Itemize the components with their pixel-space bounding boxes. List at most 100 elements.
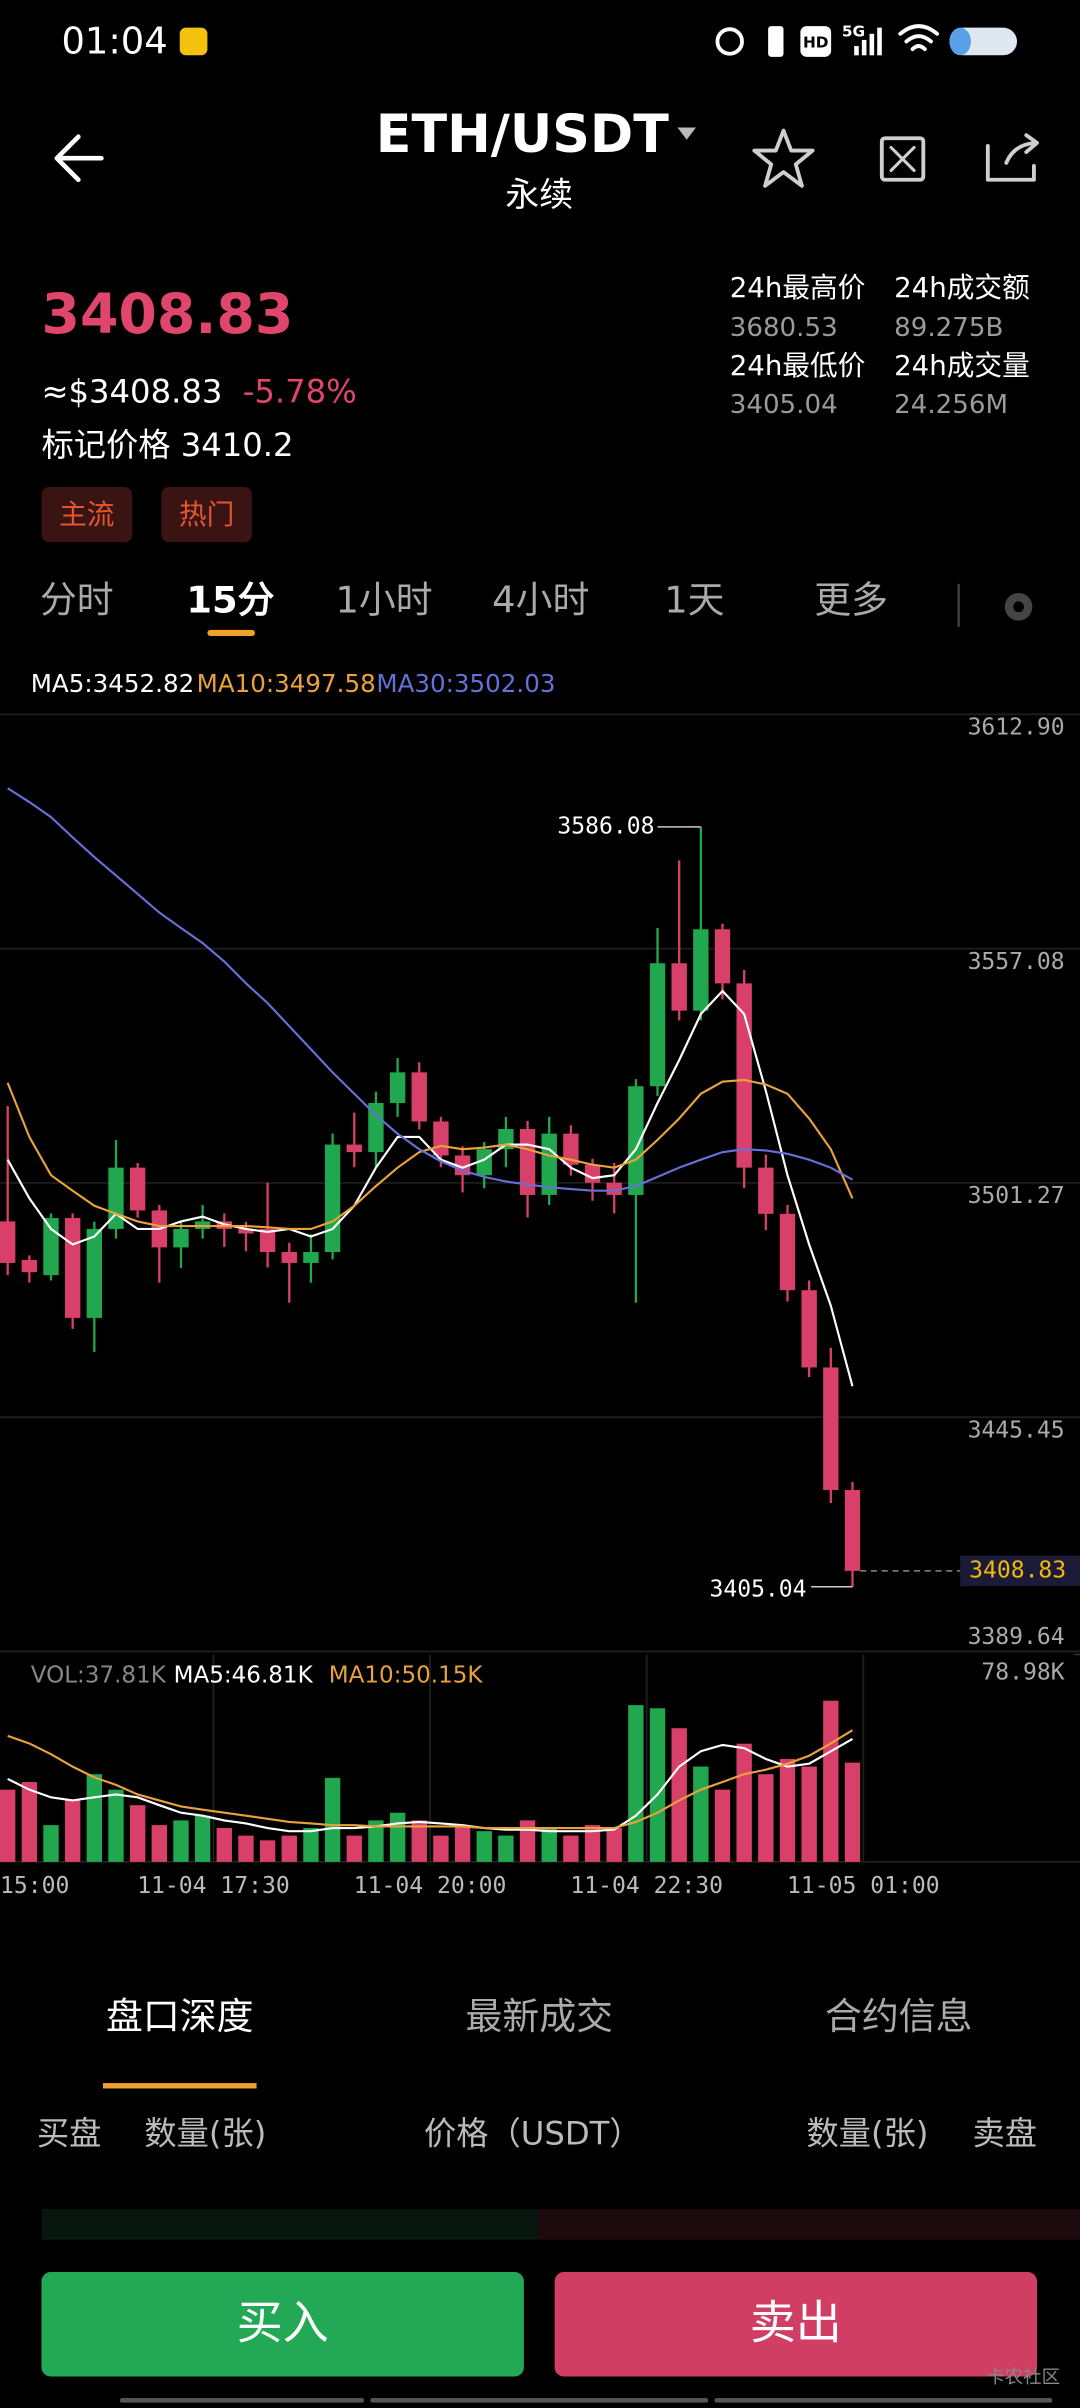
volume-bar [346, 1835, 362, 1862]
volume-bar [801, 1766, 817, 1862]
candle-body [801, 1290, 817, 1368]
volume-bar [671, 1728, 687, 1862]
legend-entry: MA5:46.81K [174, 1662, 314, 1688]
candle-body [411, 1072, 427, 1122]
volume-bar [108, 1789, 124, 1862]
y-tick-label: 3612.90 [968, 715, 1065, 741]
volume-bar [21, 1782, 38, 1862]
candle-body [281, 1252, 297, 1263]
sell-label[interactable]: 卖出 [750, 2295, 842, 2349]
volume-bar [454, 1825, 471, 1862]
volume-bar [693, 1766, 709, 1862]
buy-button[interactable] [41, 2272, 524, 2377]
fullscreen-button[interactable] [879, 136, 926, 182]
volume-bar [649, 1708, 666, 1862]
interval-tab[interactable]: 更多 [814, 579, 888, 622]
volume-bar [194, 1815, 211, 1862]
interval-tab[interactable]: 1天 [664, 579, 724, 622]
volume-bar [173, 1820, 189, 1862]
orderbook-header: 卖盘 [972, 2114, 1037, 2152]
stat-label: 24h最低价 [730, 349, 866, 382]
ma-line [6, 1078, 854, 1231]
pair-dropdown[interactable] [677, 127, 696, 140]
volume-bar [64, 1800, 81, 1862]
volume-ma-line [7, 1729, 854, 1830]
favorite-button[interactable] [752, 128, 815, 188]
last-price-label: 3408.83 [969, 1557, 1066, 1583]
share-button[interactable] [985, 133, 1039, 182]
volume-bar [779, 1758, 796, 1862]
ma-line [7, 787, 853, 1192]
bottom-tab-active[interactable]: 盘口深度 [106, 1995, 253, 2038]
contract-type: 永续 [505, 175, 573, 214]
stat-value: 89.275B [894, 313, 1003, 343]
depth-bar-ask [537, 2209, 1080, 2240]
stat-label: 24h最高价 [730, 271, 866, 304]
interval-tab-active[interactable]: 15分 [186, 579, 274, 622]
notification-icon [179, 27, 208, 56]
interval-tab[interactable]: 1小时 [335, 579, 432, 622]
volume-bar [541, 1828, 557, 1862]
x-tick-label: 11-04 17:30 [137, 1873, 290, 1899]
pair-title[interactable]: ETH/USDT [376, 105, 669, 165]
candle-body [584, 1164, 601, 1183]
volume-bar [736, 1743, 752, 1862]
candle-body [86, 1228, 103, 1318]
volume-bar [324, 1777, 341, 1862]
hd-label: HD [803, 34, 829, 52]
candle-body [43, 1218, 59, 1276]
candle-body [649, 963, 666, 1087]
wifi-icon [898, 24, 940, 52]
orderbook-header: 买盘 [37, 2114, 102, 2152]
volume-bar [758, 1774, 774, 1862]
status-time: 01:04 [61, 20, 167, 63]
volume-bar [498, 1835, 514, 1862]
volume-bar [129, 1805, 146, 1862]
last-price-tag [960, 1555, 1080, 1587]
x-tick-label: 11-05 01:00 [787, 1873, 940, 1899]
x-tick-label: 11-04 22:30 [570, 1873, 723, 1899]
volume-bar [216, 1828, 232, 1862]
y-tick-label: 3389.64 [968, 1624, 1065, 1650]
back-button[interactable] [54, 134, 104, 183]
volume-bar [823, 1700, 839, 1862]
high-marker-label: 3586.08 [557, 813, 654, 839]
volume-title: VOL:37.81K [31, 1662, 167, 1688]
bottom-tab[interactable]: 最新成交 [466, 1995, 613, 2038]
y-tick-label: 3501.27 [968, 1183, 1065, 1209]
volume-bar [389, 1812, 406, 1862]
volume-bar [584, 1825, 601, 1862]
network-label: 5G [842, 23, 865, 41]
volume-bar [844, 1762, 861, 1862]
stat-value: 3405.04 [730, 390, 838, 420]
interval-tab[interactable]: 4小时 [492, 579, 589, 622]
candle-body [389, 1072, 406, 1104]
vibrate-icon [768, 26, 784, 57]
tag-box [41, 486, 133, 543]
mark-price: 标记价格 3410.2 [41, 426, 293, 464]
stat-value: 24.256M [894, 390, 1008, 420]
volume-bar [628, 1705, 644, 1862]
buy-label[interactable]: 买入 [237, 2295, 329, 2349]
settings-button[interactable] [1004, 592, 1033, 621]
interval-tab[interactable]: 分时 [40, 579, 114, 622]
volume-bar [151, 1825, 167, 1862]
bottom-tab[interactable]: 合约信息 [825, 1995, 972, 2038]
sell-button[interactable] [554, 2272, 1037, 2377]
volume-bar [411, 1820, 427, 1862]
candle-body [779, 1213, 796, 1291]
candle-body [628, 1086, 644, 1195]
candle-body [823, 1367, 839, 1490]
orderbook-header: 价格（USDT） [424, 2114, 642, 2152]
candle-body [108, 1167, 124, 1229]
tab-indicator [207, 629, 256, 636]
candle-body [64, 1218, 81, 1318]
volume-bar [238, 1835, 254, 1862]
volume-bar [563, 1835, 579, 1862]
volume-bar [606, 1828, 622, 1862]
volume-bar [714, 1789, 731, 1862]
candle-body [129, 1167, 146, 1211]
candle-body [238, 1228, 254, 1234]
